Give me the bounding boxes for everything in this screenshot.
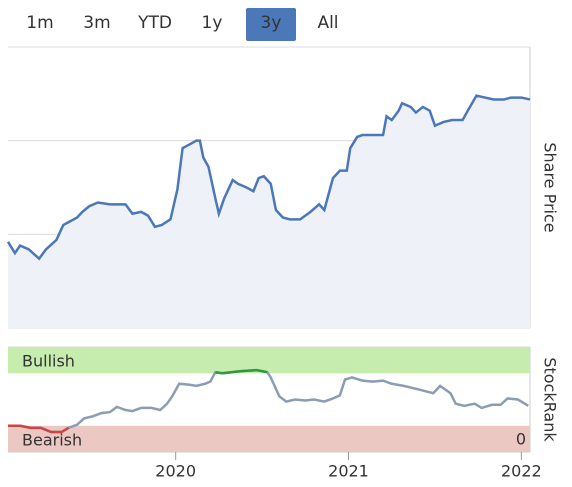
y-tick-label: 0: [516, 430, 526, 449]
y-axis-label: Share Price: [541, 142, 560, 232]
area: [8, 95, 530, 328]
range-button[interactable]: 1m: [26, 13, 53, 33]
range-button[interactable]: 3y: [261, 13, 282, 33]
range-button[interactable]: All: [317, 13, 338, 33]
band: [8, 347, 530, 374]
rank-line-bearish: [8, 424, 70, 434]
x-tick-label: 2021: [328, 462, 369, 481]
x-tick-label: 2020: [155, 462, 196, 481]
range-button[interactable]: 1y: [202, 13, 223, 33]
band-label: Bearish: [22, 430, 82, 449]
range-button[interactable]: YTD: [137, 13, 172, 33]
range-button[interactable]: 3m: [83, 13, 110, 33]
price-line: [6, 94, 531, 261]
y-axis-label: StockRank: [541, 357, 560, 442]
rank-line-bullish: [215, 368, 268, 375]
x-tick-label: 2022: [501, 462, 542, 481]
band-label: Bullish: [22, 352, 75, 371]
band: [8, 425, 530, 452]
range-button-selected[interactable]: [246, 8, 296, 41]
rank-line: [8, 368, 529, 434]
